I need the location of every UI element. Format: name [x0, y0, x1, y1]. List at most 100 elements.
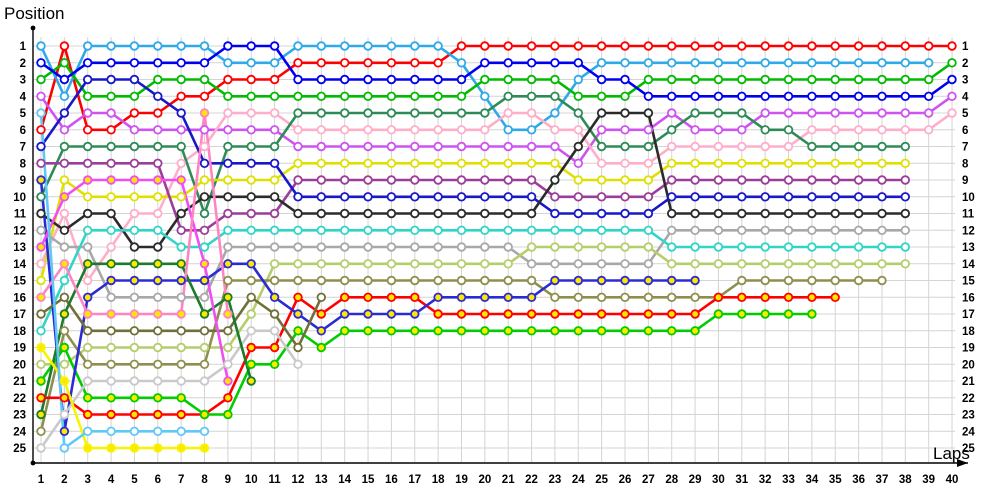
marker-car-red-2-lap-20[interactable] — [480, 309, 490, 319]
marker-car-purple-lap-11[interactable] — [269, 208, 280, 219]
marker-car-dark-green-lap-1[interactable] — [36, 409, 46, 420]
marker-car-blue-2-lap-19[interactable] — [456, 292, 467, 302]
marker-car-medium-blue-lap-29[interactable] — [690, 192, 700, 202]
marker-car-pink-lap-31[interactable] — [737, 141, 747, 152]
marker-car-green-lap-15[interactable] — [363, 91, 373, 101]
marker-car-green-lap-29[interactable] — [690, 74, 700, 85]
marker-car-gray-lap-31[interactable] — [737, 225, 747, 235]
marker-car-red-lap-14[interactable] — [340, 58, 350, 68]
marker-car-pale-green-lap-2[interactable] — [59, 359, 70, 369]
marker-car-light-blue-2-lap-3[interactable] — [82, 426, 93, 436]
marker-car-purple-lap-13[interactable] — [316, 175, 326, 185]
marker-car-gray-lap-11[interactable] — [269, 242, 280, 252]
marker-car-black-lap-18[interactable] — [433, 208, 443, 219]
marker-car-green-2-lap-8[interactable] — [199, 409, 210, 420]
marker-car-sea-green-lap-7[interactable] — [176, 141, 186, 152]
marker-car-yellow-lap-37[interactable] — [877, 158, 887, 168]
marker-car-turquoise-lap-28[interactable] — [667, 242, 677, 252]
marker-car-pink-2-lap-4[interactable] — [106, 309, 116, 319]
series-line-car-sea-green[interactable] — [39, 95, 907, 215]
marker-car-dark-khaki-lap-19[interactable] — [456, 275, 467, 286]
marker-car-dark-khaki-lap-4[interactable] — [106, 359, 116, 369]
marker-car-gray-lap-27[interactable] — [643, 259, 654, 269]
marker-car-yellow-lap-29[interactable] — [690, 158, 700, 168]
marker-car-pink-2-lap-5[interactable] — [129, 309, 140, 319]
marker-car-red-lap-23[interactable] — [550, 41, 560, 51]
marker-car-medium-blue-lap-13[interactable] — [316, 192, 326, 202]
marker-car-green-lap-39[interactable] — [924, 74, 934, 85]
marker-car-purple-lap-27[interactable] — [643, 192, 654, 202]
marker-car-pale-green-lap-21[interactable] — [503, 259, 513, 269]
marker-car-blue-2-lap-8[interactable] — [199, 275, 210, 286]
marker-car-blue-lap-16[interactable] — [386, 74, 397, 85]
marker-car-red-2-lap-28[interactable] — [667, 309, 677, 319]
marker-car-yellow-lap-1[interactable] — [36, 275, 46, 286]
marker-car-yellow-lap-19[interactable] — [456, 158, 467, 168]
marker-car-sky-blue-lap-38[interactable] — [900, 58, 910, 68]
marker-car-blue-lap-11[interactable] — [269, 41, 280, 51]
marker-car-blue-2-lap-7[interactable] — [176, 275, 186, 286]
marker-car-gray-lap-30[interactable] — [713, 225, 724, 235]
marker-car-violet-lap-1[interactable] — [36, 91, 46, 101]
marker-car-pale-green-lap-22[interactable] — [526, 242, 537, 252]
marker-car-sea-green-lap-38[interactable] — [900, 141, 910, 152]
series-line-car-blue[interactable] — [39, 44, 954, 98]
marker-car-pale-green-lap-34[interactable] — [807, 259, 817, 269]
marker-car-green-lap-10[interactable] — [246, 91, 256, 101]
marker-car-turquoise-lap-2[interactable] — [59, 275, 70, 286]
marker-car-green-lap-11[interactable] — [269, 91, 280, 101]
marker-car-green-2-lap-20[interactable] — [480, 326, 490, 336]
marker-car-blue-lap-10[interactable] — [246, 41, 256, 51]
marker-car-sea-green-lap-34[interactable] — [807, 141, 817, 152]
marker-car-sea-green-lap-9[interactable] — [223, 141, 233, 152]
marker-car-medium-blue-lap-7[interactable] — [176, 108, 186, 118]
marker-car-blue-2-lap-5[interactable] — [129, 275, 140, 286]
marker-car-black-lap-19[interactable] — [456, 208, 467, 219]
marker-car-purple-lap-10[interactable] — [246, 208, 256, 219]
marker-car-medium-blue-lap-38[interactable] — [900, 192, 910, 202]
marker-car-blue-2-lap-2[interactable] — [59, 426, 70, 436]
marker-car-yellow-lap-7[interactable] — [176, 192, 186, 202]
marker-car-gray-lap-17[interactable] — [410, 242, 420, 252]
marker-car-blue-2-lap-22[interactable] — [526, 292, 537, 302]
marker-car-green-lap-1[interactable] — [36, 74, 46, 85]
marker-car-pink-lap-21[interactable] — [503, 108, 513, 118]
marker-car-medium-blue-lap-37[interactable] — [877, 192, 887, 202]
marker-car-purple-lap-8[interactable] — [199, 225, 210, 235]
marker-car-turquoise-lap-21[interactable] — [503, 225, 513, 235]
marker-car-sea-green-lap-20[interactable] — [480, 108, 490, 118]
marker-car-sea-green-lap-13[interactable] — [316, 108, 326, 118]
marker-car-turquoise-lap-20[interactable] — [480, 225, 490, 235]
marker-car-sea-green-lap-24[interactable] — [573, 108, 583, 118]
marker-car-purple-lap-32[interactable] — [760, 175, 770, 185]
marker-car-blue-lap-8[interactable] — [199, 58, 210, 68]
marker-car-green-lap-37[interactable] — [877, 74, 887, 85]
marker-car-red-lap-5[interactable] — [129, 108, 140, 118]
marker-car-pink-lap-6[interactable] — [153, 208, 163, 219]
marker-car-dark-khaki-lap-18[interactable] — [433, 275, 443, 286]
marker-car-pink-lap-20[interactable] — [480, 125, 490, 135]
marker-car-blue-lap-12[interactable] — [293, 74, 303, 85]
marker-car-blue-lap-1[interactable] — [36, 58, 46, 68]
marker-car-violet-lap-16[interactable] — [386, 141, 397, 152]
marker-car-sky-blue-lap-3[interactable] — [82, 41, 93, 51]
marker-car-blue-lap-35[interactable] — [830, 91, 840, 101]
marker-car-gray-lap-6[interactable] — [153, 292, 163, 302]
marker-car-blue-2-lap-9[interactable] — [223, 259, 233, 269]
marker-car-pale-green-lap-36[interactable] — [853, 259, 864, 269]
marker-car-pale-green-lap-16[interactable] — [386, 259, 397, 269]
marker-car-dark-khaki-lap-23[interactable] — [550, 292, 560, 302]
marker-car-blue-2-lap-15[interactable] — [363, 309, 373, 319]
marker-car-red-lap-38[interactable] — [900, 41, 910, 51]
marker-car-pale-green-lap-12[interactable] — [293, 259, 303, 269]
marker-car-red-2-lap-34[interactable] — [807, 292, 817, 302]
marker-car-pink-2-lap-1[interactable] — [36, 292, 46, 302]
marker-car-red-lap-2[interactable] — [59, 41, 70, 51]
marker-car-blue-2-lap-10[interactable] — [246, 259, 256, 269]
marker-car-dark-khaki-lap-35[interactable] — [830, 275, 840, 286]
series-line-car-violet[interactable] — [39, 95, 954, 165]
series-line-car-green-2[interactable] — [39, 312, 814, 416]
marker-car-medium-blue-lap-33[interactable] — [783, 192, 794, 202]
marker-car-blue-lap-27[interactable] — [643, 91, 654, 101]
marker-car-medium-blue-lap-1[interactable] — [36, 141, 46, 152]
